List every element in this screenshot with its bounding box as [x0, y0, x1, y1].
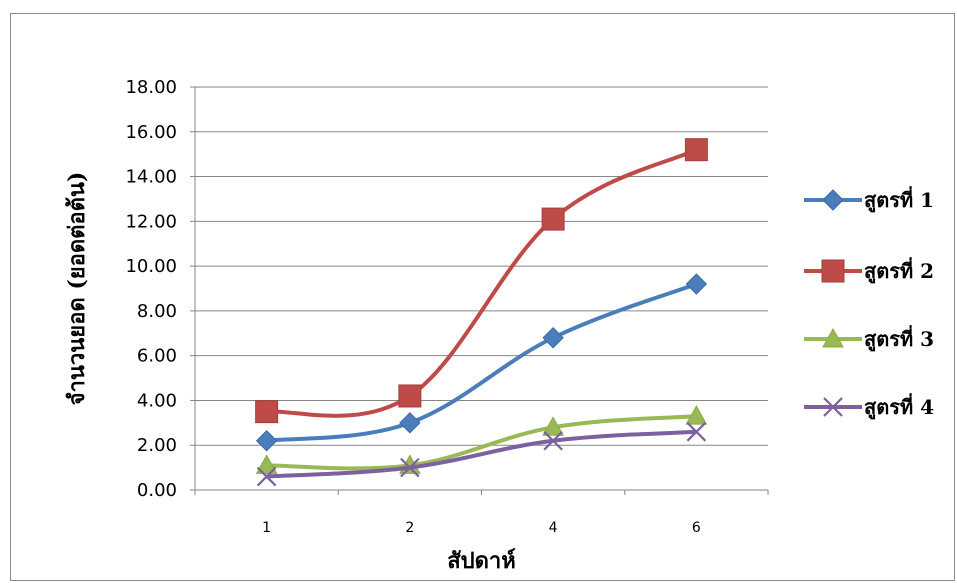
y-axis-title: จำนวนยอด (ยอดต่อต้น) — [64, 172, 90, 406]
y-tick-label: 6.00 — [137, 346, 177, 367]
y-tick-label: 2.00 — [137, 435, 177, 456]
data-point — [399, 385, 421, 407]
y-tick-label: 12.00 — [125, 211, 177, 232]
legend-label: สูตรที่ 4 — [864, 392, 934, 421]
series-4 — [258, 423, 706, 486]
y-tick-labels: 0.00 2.00 4.00 6.00 8.00 10.00 12.00 14.00 16.00… — [125, 77, 177, 501]
x-tick-label: 6 — [692, 520, 701, 536]
y-tick-label: 16.00 — [125, 122, 177, 143]
y-tick-label: 0.00 — [137, 480, 177, 501]
data-point — [256, 401, 278, 423]
series-1 — [257, 274, 707, 451]
y-tick-label: 18.00 — [125, 77, 177, 98]
legend-marker — [822, 260, 844, 282]
data-point — [257, 431, 277, 451]
legend-label: สูตรที่ 1 — [864, 185, 934, 214]
legend-label: สูตรที่ 2 — [864, 256, 934, 285]
data-point — [686, 274, 706, 294]
data-point — [543, 328, 563, 348]
legend-marker — [823, 190, 843, 210]
data-point — [400, 413, 420, 433]
y-tick-label: 14.00 — [125, 167, 177, 188]
grid-lines — [195, 87, 768, 445]
y-tick-label: 8.00 — [137, 301, 177, 322]
x-tick-label: 2 — [405, 520, 414, 536]
x-tick-label: 4 — [549, 520, 558, 536]
legend-label: สูตรที่ 3 — [864, 324, 934, 353]
x-tick-labels: 1 2 4 6 — [262, 520, 701, 536]
series-line — [267, 150, 697, 416]
legend: สูตรที่ 1 สูตรที่ 2 สูตรที่ 3 สูตรที่ 4 — [804, 185, 934, 421]
legend-item-2: สูตรที่ 2 — [804, 256, 934, 285]
data-point — [542, 208, 564, 230]
x-axis-title: สัปดาห์ — [447, 548, 516, 574]
legend-item-3: สูตรที่ 3 — [804, 324, 934, 353]
series-group — [256, 139, 708, 486]
y-tick-label: 4.00 — [137, 390, 177, 411]
x-tick-label: 1 — [262, 520, 271, 536]
legend-item-1: สูตรที่ 1 — [804, 185, 934, 214]
data-point — [685, 139, 707, 161]
y-tick-label: 10.00 — [125, 256, 177, 277]
series-2 — [256, 139, 708, 423]
series-line — [267, 416, 697, 468]
legend-item-4: สูตรที่ 4 — [804, 392, 934, 421]
